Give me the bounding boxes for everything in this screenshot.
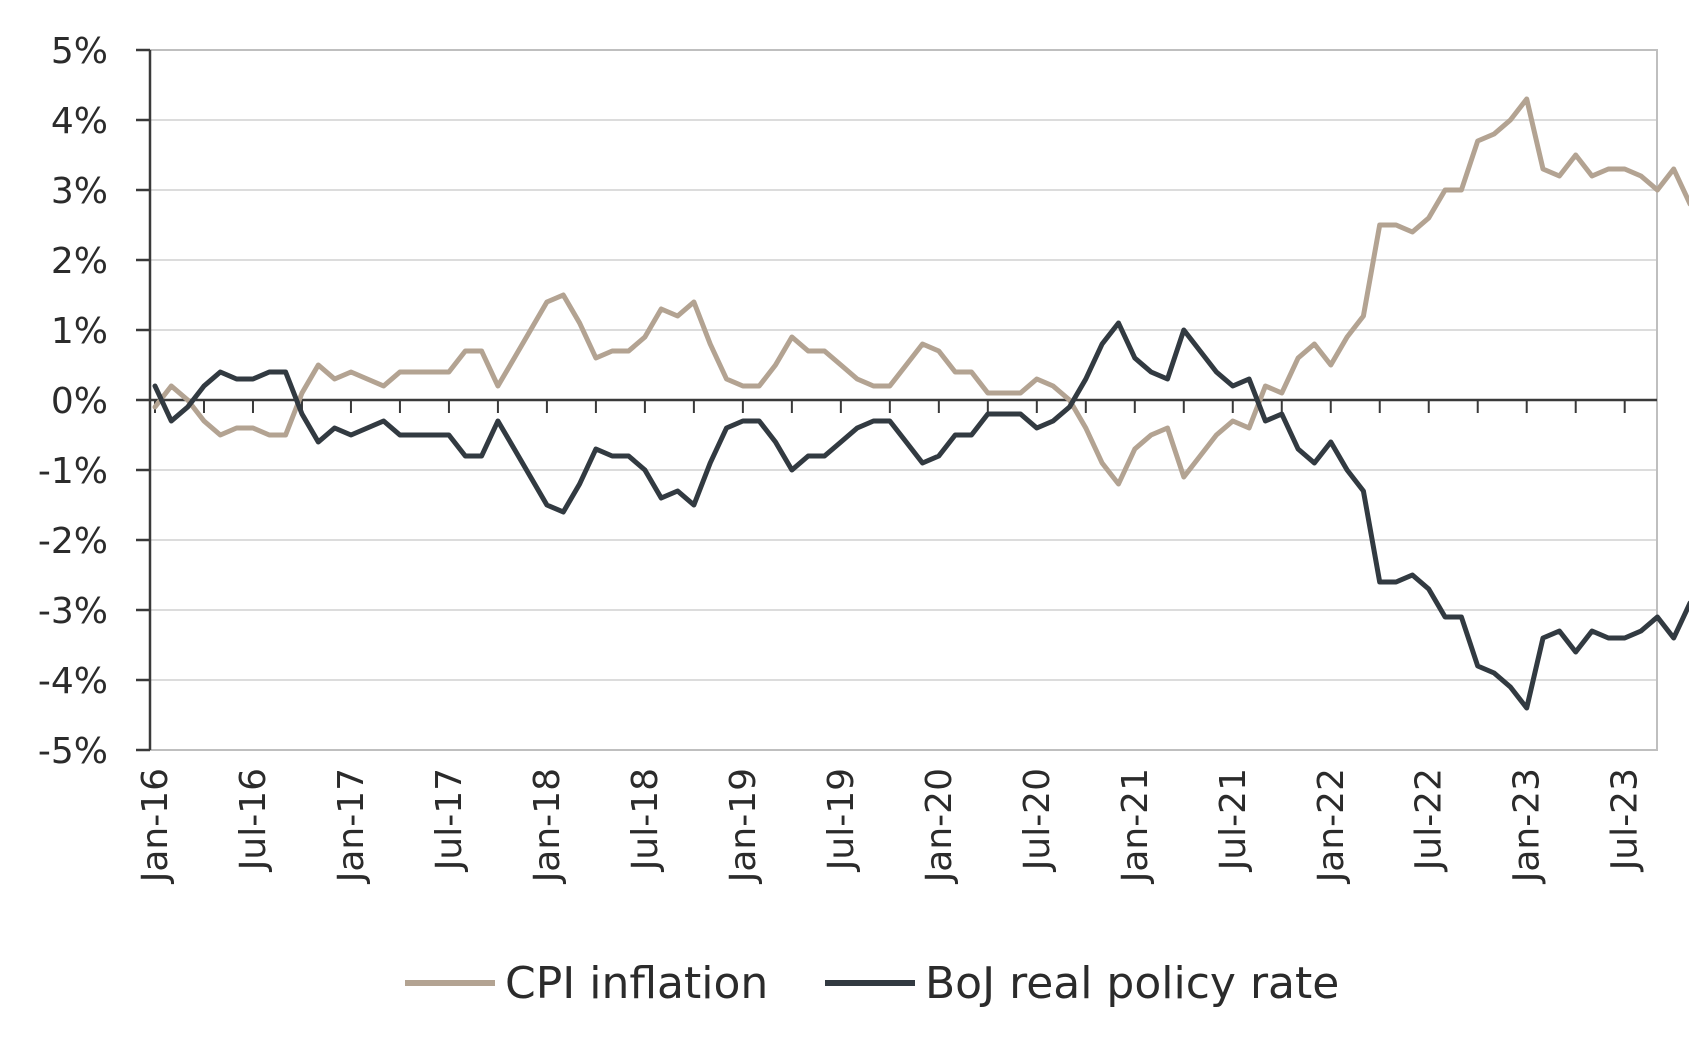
x-tick-label: Jan-23 <box>1507 768 1548 884</box>
y-tick-label: 4% <box>51 101 108 142</box>
x-tick-label: Jan-21 <box>1115 768 1156 884</box>
series-lines <box>152 96 1689 711</box>
x-tick-label: Jan-17 <box>331 768 372 884</box>
y-tick-label: 2% <box>51 241 108 282</box>
x-tick-label: Jan-18 <box>527 768 568 884</box>
y-tick-label: -4% <box>38 661 108 702</box>
y-tick-label: -5% <box>38 731 108 772</box>
y-tick-label: 1% <box>51 311 108 352</box>
x-tick-label: Jan-16 <box>135 768 176 884</box>
y-axis-tick-labels: 5% 4% 3% 2% 1% 0% -1% -2% -3% -4% -5% <box>38 31 108 772</box>
x-tick-label: Jul-17 <box>429 768 470 872</box>
legend: CPI inflation BoJ real policy rate <box>405 958 1339 1009</box>
x-tick-label: Jan-19 <box>723 768 764 884</box>
x-axis-tick-labels: Jan-16 Jul-16 Jan-17 Jul-17 Jan-18 Jul-18 Jan-… <box>135 768 1646 884</box>
y-tick-label: -3% <box>38 591 108 632</box>
y-tick-label: -2% <box>38 521 108 562</box>
y-tick-label: -1% <box>38 451 108 492</box>
y-tick-label: 0% <box>51 381 108 422</box>
legend-label-boj-real-policy-rate: BoJ real policy rate <box>925 958 1339 1009</box>
y-tick-label: 3% <box>51 171 108 212</box>
x-tick-label: Jul-18 <box>625 768 666 872</box>
y-tick-label: 5% <box>51 31 108 72</box>
legend-label-cpi-inflation: CPI inflation <box>505 958 768 1009</box>
y-axis-tick-marks <box>136 48 150 752</box>
series-line-boj-real-policy-rate <box>152 320 1689 711</box>
x-tick-label: Jul-19 <box>821 768 862 872</box>
x-tick-label: Jul-20 <box>1017 768 1058 872</box>
x-tick-label: Jul-22 <box>1409 768 1450 872</box>
x-axis-tick-marks <box>154 400 1626 413</box>
x-tick-label: Jan-22 <box>1311 768 1352 884</box>
x-tick-label: Jan-20 <box>919 768 960 884</box>
x-tick-label: Jul-21 <box>1213 768 1254 872</box>
x-tick-label: Jul-16 <box>233 768 274 872</box>
series-line-cpi-inflation <box>152 96 1689 487</box>
x-tick-label: Jul-23 <box>1605 768 1646 872</box>
